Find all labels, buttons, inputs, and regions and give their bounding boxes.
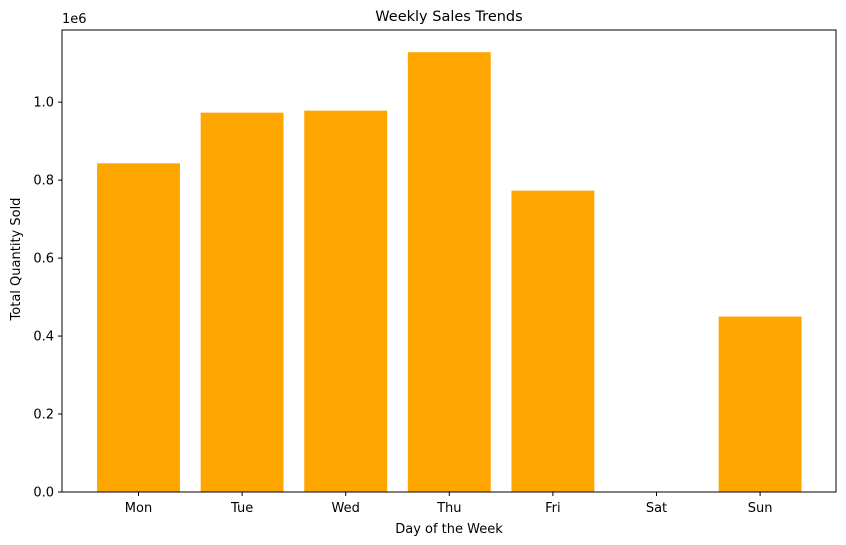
chart-title: Weekly Sales Trends (375, 9, 522, 25)
y-tick-label: 0.2 (33, 408, 54, 423)
bar-sun (718, 316, 802, 492)
y-tick-label: 0.0 (33, 486, 54, 501)
x-axis: Mon Tue Wed Thu Fri Sat Sun (125, 492, 773, 516)
bar-tue (200, 112, 284, 493)
y-axis-label: Total Quantity Sold (9, 198, 24, 322)
y-tick-label: 0.6 (33, 252, 54, 267)
x-tick-label: Wed (332, 501, 360, 516)
x-tick-label: Thu (436, 501, 461, 516)
y-axis: 0.0 0.2 0.4 0.6 0.8 1.0 (33, 96, 62, 501)
x-tick-label: Mon (125, 501, 152, 516)
y-tick-label: 0.4 (33, 330, 54, 345)
x-axis-label: Day of the Week (395, 522, 503, 537)
x-tick-label: Sat (646, 501, 667, 516)
bar-wed (304, 110, 388, 492)
y-tick-label: 1.0 (33, 96, 54, 111)
x-tick-label: Sun (748, 501, 773, 516)
x-tick-label: Tue (230, 501, 253, 516)
bar-fri (511, 190, 595, 492)
bars (97, 52, 802, 493)
y-offset-label: 1e6 (62, 12, 87, 27)
x-tick-label: Fri (545, 501, 561, 516)
y-tick-label: 0.8 (33, 174, 54, 189)
bar-mon (97, 163, 180, 492)
bar-thu (407, 52, 491, 492)
plot-area (61, 29, 837, 493)
